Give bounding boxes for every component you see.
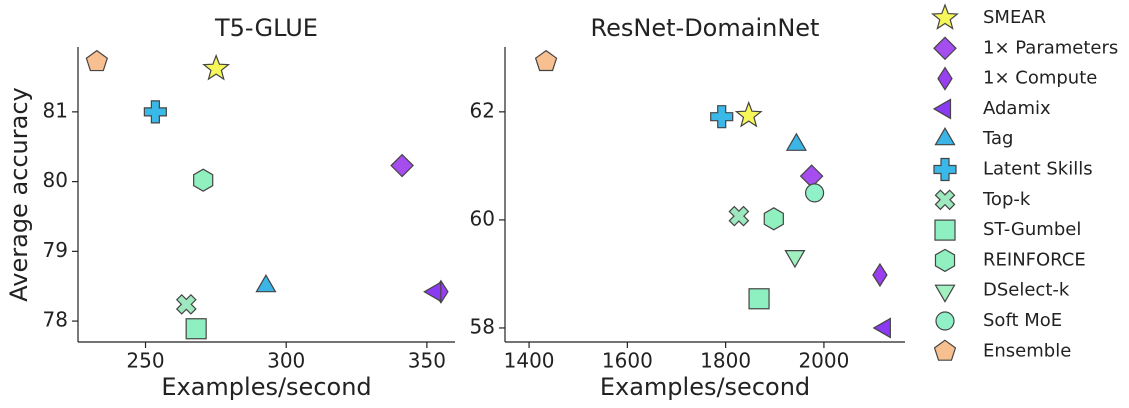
point [872, 317, 891, 339]
x-tick-label: 1400 [504, 349, 555, 373]
y-tick-label: 79 [43, 238, 68, 262]
legend-marker [934, 284, 956, 303]
x-tick-label: 300 [267, 349, 305, 373]
point [734, 100, 763, 128]
y-tick-label: 81 [43, 98, 68, 122]
legend-label: Top-k [982, 189, 1031, 210]
point [763, 207, 784, 231]
y-tick-label: 78 [43, 308, 68, 332]
y-tick-label: 58 [470, 314, 495, 338]
y-tick-label: 60 [470, 206, 495, 230]
legend-label: 1× Compute [983, 68, 1097, 89]
legend-label: ST-Gumbel [983, 219, 1081, 240]
point [423, 281, 442, 303]
legend-marker [937, 66, 953, 91]
point [748, 288, 770, 310]
legend-label: DSelect-k [983, 280, 1070, 301]
point [784, 249, 806, 269]
point [804, 183, 825, 203]
point [202, 53, 231, 81]
x-tick-label: 1600 [602, 349, 653, 373]
chart-title: ResNet-DomainNet [591, 14, 820, 42]
legend-marker [934, 219, 956, 241]
legend-label: Adamix [983, 98, 1051, 119]
legend-label: Ensemble [983, 340, 1071, 361]
chart-title: T5-GLUE [214, 14, 318, 42]
x-tick-label: 250 [126, 349, 164, 373]
legend-label: SMEAR [983, 7, 1046, 28]
point [785, 132, 807, 151]
legend-label: Tag [982, 128, 1013, 149]
point [175, 293, 197, 315]
y-axis-label: Average accuracy [5, 87, 33, 301]
point [390, 153, 414, 178]
x-axis-label: Examples/second [161, 373, 371, 401]
point [193, 168, 214, 192]
legend-marker [934, 127, 956, 146]
y-tick-label: 62 [470, 98, 495, 122]
point [185, 318, 207, 340]
point [255, 274, 277, 293]
legend-marker [933, 339, 957, 361]
x-tick-label: 350 [408, 349, 446, 373]
legend-marker [934, 248, 956, 273]
legend-marker [931, 3, 959, 30]
y-tick-label: 80 [43, 168, 68, 192]
legend-label: REINFORCE [983, 249, 1086, 270]
legend-marker [933, 36, 957, 61]
x-tick-label: 2000 [798, 349, 849, 373]
legend-label: 1× Parameters [983, 37, 1118, 58]
x-axis-label: Examples/second [600, 373, 810, 401]
point [728, 205, 750, 227]
point [710, 105, 734, 129]
point [872, 262, 888, 288]
legend-label: Soft MoE [983, 310, 1062, 331]
legend-marker [935, 311, 955, 331]
legend-marker [932, 98, 952, 120]
point [85, 49, 109, 72]
x-tick-label: 1800 [700, 349, 751, 373]
legend-marker [934, 189, 956, 211]
legend-marker [933, 157, 957, 182]
legend-label: Latent Skills [983, 159, 1093, 180]
point [143, 100, 167, 124]
point [534, 49, 558, 72]
